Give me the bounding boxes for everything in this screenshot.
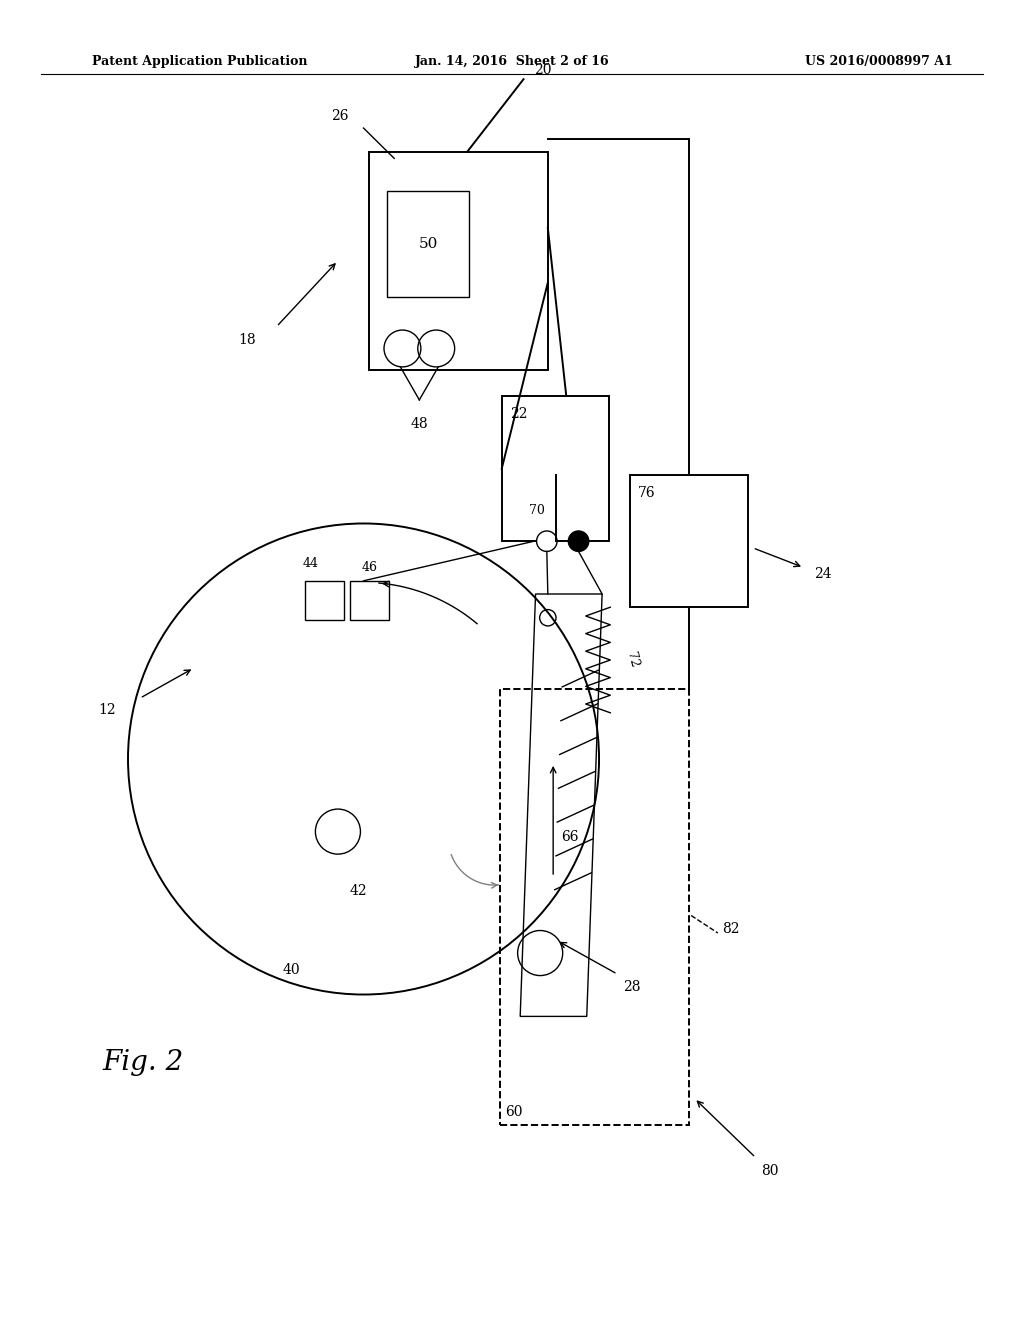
Text: Patent Application Publication: Patent Application Publication [92, 55, 307, 69]
Text: 24: 24 [814, 568, 831, 581]
Bar [387, 191, 469, 297]
Bar [500, 689, 689, 1125]
Text: 20: 20 [534, 62, 551, 77]
Text: 80: 80 [761, 1164, 778, 1179]
Bar [630, 475, 748, 607]
Bar [305, 581, 344, 620]
Text: 76: 76 [638, 486, 655, 500]
Text: Fig. 2: Fig. 2 [102, 1049, 183, 1076]
Text: 42: 42 [349, 884, 368, 899]
Text: 48: 48 [411, 417, 428, 432]
Bar [369, 152, 548, 370]
Bar [350, 581, 389, 620]
Text: 44: 44 [302, 557, 318, 570]
Text: 72: 72 [624, 651, 640, 669]
Text: 70: 70 [528, 504, 545, 517]
Ellipse shape [537, 531, 557, 552]
Ellipse shape [568, 531, 589, 552]
Text: 18: 18 [239, 333, 256, 347]
Text: 26: 26 [331, 108, 348, 123]
Bar [502, 396, 609, 541]
Text: 82: 82 [722, 921, 739, 936]
Text: 50: 50 [419, 238, 437, 251]
Text: 46: 46 [361, 561, 378, 574]
Text: 28: 28 [623, 981, 640, 994]
Text: 22: 22 [510, 407, 527, 421]
Text: 60: 60 [505, 1105, 522, 1119]
Text: 40: 40 [283, 964, 301, 977]
Text: 66: 66 [561, 830, 579, 843]
Text: Jan. 14, 2016  Sheet 2 of 16: Jan. 14, 2016 Sheet 2 of 16 [415, 55, 609, 69]
Text: US 2016/0008997 A1: US 2016/0008997 A1 [805, 55, 952, 69]
Text: 12: 12 [98, 704, 116, 718]
